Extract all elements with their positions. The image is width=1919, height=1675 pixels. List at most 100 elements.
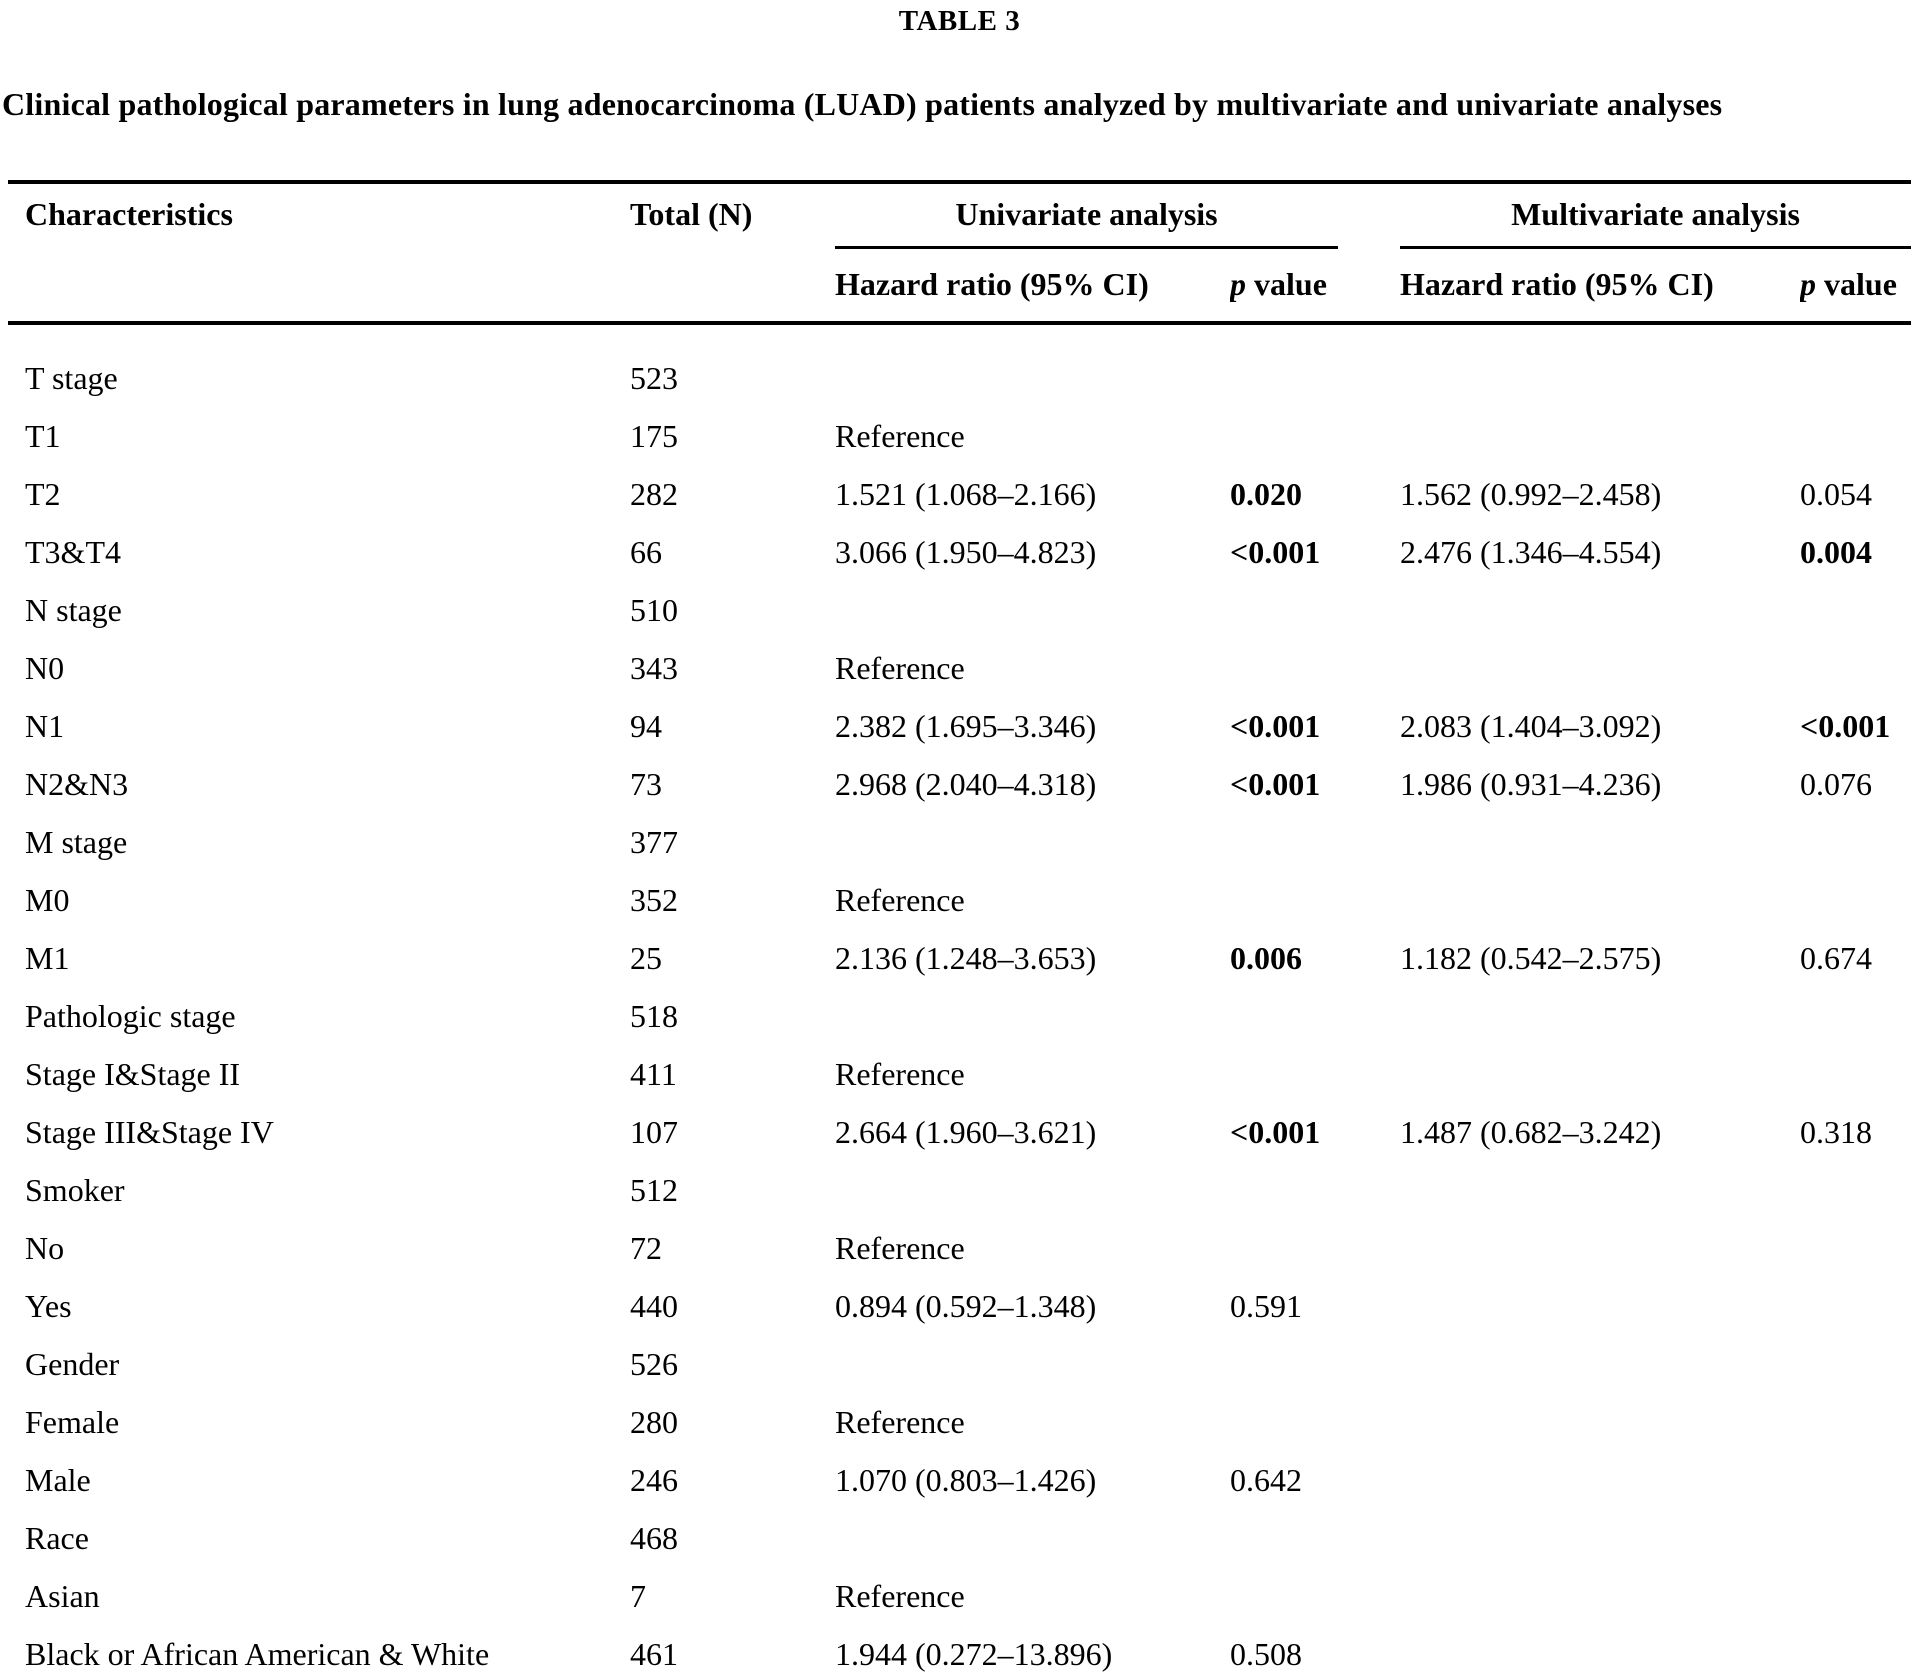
cell-multi-p-value: [1800, 639, 1911, 697]
cell-multi-p-value: [1800, 871, 1911, 929]
table-row: M0 352 Reference: [8, 871, 1911, 929]
cell-uni-p-value: [1230, 1393, 1400, 1451]
col-header-uni-p-value: p value: [1230, 249, 1400, 323]
cell-multi-hazard-ratio: [1400, 323, 1800, 407]
cell-uni-p-value: [1230, 323, 1400, 407]
table-row: Black or African American & White 461 1.…: [8, 1625, 1911, 1675]
cell-uni-hazard-ratio: 2.382 (1.695–3.346): [835, 707, 1097, 744]
col-group-multivariate: Multivariate analysis: [1400, 182, 1912, 249]
table-row: N2&N3 73 2.968 (2.040–4.318) <0.001 1.98…: [8, 755, 1911, 813]
cell-multi-p-value: [1800, 1161, 1911, 1219]
cell-uni-p-value: [1230, 987, 1400, 1045]
cell-uni-hazard-ratio: 1.521 (1.068–2.166): [835, 475, 1097, 512]
cell-total-n: 94: [630, 707, 662, 744]
cell-uni-p-value: <0.001: [1230, 765, 1321, 802]
table-row: Stage I&Stage II 411 Reference: [8, 1045, 1911, 1103]
cell-characteristic: M stage: [25, 823, 128, 860]
cell-uni-hazard-ratio: 2.664 (1.960–3.621): [835, 1113, 1097, 1150]
cell-characteristic: Female: [25, 1403, 120, 1440]
cell-multi-p-value: 0.054: [1800, 475, 1873, 512]
cell-uni-hazard-ratio: Reference: [835, 1055, 965, 1092]
cell-multi-p-value: [1800, 407, 1911, 465]
cell-uni-hazard-ratio: [835, 581, 1230, 639]
table-row: Gender 526: [8, 1335, 1911, 1393]
cell-multi-hazard-ratio: [1400, 1161, 1800, 1219]
cell-characteristic: Gender: [25, 1345, 120, 1382]
cell-uni-p-value: [1230, 1335, 1400, 1393]
cell-characteristic: N1: [25, 707, 65, 744]
cell-multi-p-value: [1800, 323, 1911, 407]
cell-uni-hazard-ratio: Reference: [835, 881, 965, 918]
table-body: T stage 523 T1 175 Reference T2 282 1.52…: [8, 323, 1911, 1675]
table-row: Male 246 1.070 (0.803–1.426) 0.642: [8, 1451, 1911, 1509]
cell-multi-hazard-ratio: 1.986 (0.931–4.236): [1400, 765, 1662, 802]
cell-multi-hazard-ratio: [1400, 1509, 1800, 1567]
p-value-word: value: [1246, 265, 1327, 302]
cell-total-n: 25: [630, 939, 662, 976]
cell-uni-hazard-ratio: Reference: [835, 1577, 965, 1614]
cell-multi-hazard-ratio: [1400, 581, 1800, 639]
cell-characteristic: N0: [25, 649, 65, 686]
cell-multi-p-value: 0.674: [1800, 939, 1873, 976]
cell-multi-p-value: 0.004: [1800, 533, 1873, 570]
cell-multi-hazard-ratio: [1400, 639, 1800, 697]
cell-uni-p-value: <0.001: [1230, 1113, 1321, 1150]
cell-uni-p-value: [1230, 1567, 1400, 1625]
cell-total-n: 440: [630, 1287, 678, 1324]
cell-multi-hazard-ratio: 1.182 (0.542–2.575): [1400, 939, 1662, 976]
cell-total-n: 468: [630, 1519, 678, 1556]
cell-total-n: 343: [630, 649, 678, 686]
cell-multi-hazard-ratio: [1400, 1277, 1800, 1335]
univariate-analysis-label: Univariate analysis: [835, 196, 1339, 249]
cell-uni-p-value: [1230, 813, 1400, 871]
col-header-uni-hazard-ratio: Hazard ratio (95% CI): [835, 265, 1149, 302]
cell-uni-hazard-ratio: 2.968 (2.040–4.318): [835, 765, 1097, 802]
cell-multi-p-value: [1800, 987, 1911, 1045]
cell-multi-p-value: [1800, 1219, 1911, 1277]
cell-total-n: 461: [630, 1635, 678, 1672]
cell-multi-p-value: [1800, 1509, 1911, 1567]
cell-uni-hazard-ratio: 3.066 (1.950–4.823): [835, 533, 1097, 570]
cell-total-n: 411: [630, 1055, 677, 1092]
cell-uni-hazard-ratio: [835, 1335, 1230, 1393]
multivariate-analysis-label: Multivariate analysis: [1400, 196, 1912, 249]
cell-uni-p-value: [1230, 581, 1400, 639]
cell-uni-p-value: 0.642: [1230, 1461, 1302, 1498]
cell-uni-p-value: [1230, 1161, 1400, 1219]
cell-uni-hazard-ratio: [835, 987, 1230, 1045]
cell-uni-p-value: [1230, 871, 1400, 929]
header-row-groups: Characteristics Total (N) Univariate ana…: [8, 182, 1912, 249]
cell-uni-hazard-ratio: Reference: [835, 1229, 965, 1266]
table-row: Asian 7 Reference: [8, 1567, 1911, 1625]
cell-uni-hazard-ratio: [835, 1161, 1230, 1219]
cell-uni-hazard-ratio: 1.070 (0.803–1.426): [835, 1461, 1097, 1498]
cell-characteristic: T stage: [25, 359, 118, 396]
cell-multi-hazard-ratio: 1.487 (0.682–3.242): [1400, 1113, 1662, 1150]
cell-multi-p-value: <0.001: [1800, 707, 1891, 744]
table-row: N0 343 Reference: [8, 639, 1911, 697]
cell-total-n: 73: [630, 765, 662, 802]
cell-uni-hazard-ratio: Reference: [835, 417, 965, 454]
cell-total-n: 280: [630, 1403, 678, 1440]
col-header-multi-hazard-ratio: Hazard ratio (95% CI): [1400, 265, 1714, 302]
cell-uni-hazard-ratio: 0.894 (0.592–1.348): [835, 1287, 1097, 1324]
cell-uni-hazard-ratio: Reference: [835, 649, 965, 686]
cell-total-n: 66: [630, 533, 662, 570]
cell-multi-p-value: [1800, 1451, 1911, 1509]
table-label: TABLE 3: [898, 5, 1021, 37]
cell-multi-hazard-ratio: [1400, 1567, 1800, 1625]
cell-characteristic: Race: [25, 1519, 89, 1556]
cell-uni-p-value: [1230, 639, 1400, 697]
cell-total-n: 72: [630, 1229, 662, 1266]
table-row: Race 468: [8, 1509, 1911, 1567]
cell-multi-hazard-ratio: 1.562 (0.992–2.458): [1400, 475, 1662, 512]
cell-characteristic: N2&N3: [25, 765, 129, 802]
cell-uni-p-value: 0.591: [1230, 1287, 1302, 1324]
cell-multi-p-value: 0.076: [1800, 765, 1873, 802]
cell-total-n: 377: [630, 823, 678, 860]
cell-multi-p-value: [1800, 1277, 1911, 1335]
cell-uni-p-value: [1230, 1509, 1400, 1567]
cell-uni-p-value: [1230, 407, 1400, 465]
cell-characteristic: T1: [25, 417, 61, 454]
